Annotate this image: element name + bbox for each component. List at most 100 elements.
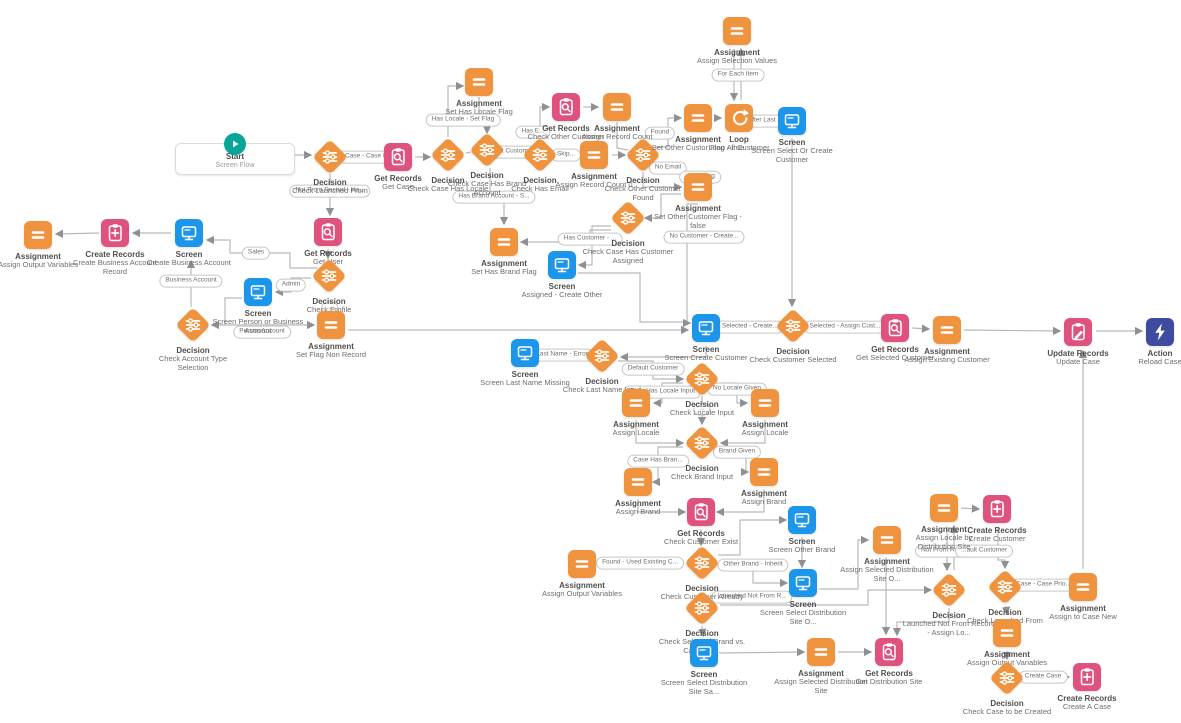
node-label: Assignment Assign Selected Distribution S… [839,557,935,584]
node-label: Create Records Create Business Account Re… [67,250,163,277]
node-type-label: Assignment [864,557,910,566]
node-type-label: Assignment [675,204,721,213]
flow-connector [963,326,1062,336]
flow-node-start[interactable]: Start Screen Flow [175,133,295,175]
node-api-name: Loop All Customer [708,143,770,153]
decision-icon [928,569,970,611]
node-label: Screen Assigned - Create Other [514,282,610,300]
node-label: Assignment Assign Brand [716,489,812,507]
node-api-name: Check Other Customer [527,132,605,142]
node-api-name: Set Flag Non Record [295,350,367,360]
node-type-label: Assignment [741,489,787,498]
node-type-label: Decision [611,239,645,248]
flow-connector [720,585,933,606]
decision-icon [772,305,814,347]
assignment-icon [750,388,780,418]
node-api-name: Screen Person or Business Account [212,317,304,336]
assignment-icon [316,310,346,340]
decision-icon [984,566,1026,608]
screen-icon [510,338,540,368]
connector-outcome-pill: Sales [241,246,271,260]
node-api-name: Check Locale Input [669,408,735,418]
assignment-icon [1068,572,1098,602]
node-type-label: Assignment [798,669,844,678]
node-label: Assignment Assign Locale [717,420,813,438]
decision-icon [427,134,469,176]
node-label: Assignment Assign Record Count [569,124,665,142]
node-type-label: Create Records [1057,694,1117,703]
node-api-name: Check Brand Input [670,472,734,482]
node-api-name: Update Case [1056,357,1100,367]
node-label: Assignment Assign Locale by Distribution … [896,525,992,552]
flow-connector [642,172,683,192]
assignment-icon [932,315,962,345]
getrecords-icon [551,92,581,122]
assignment-icon [567,549,597,579]
node-type-label: Screen [690,670,718,679]
node-label: Decision Check Case Has Brand Account [439,171,535,198]
createrecords-icon [982,494,1012,524]
node-type-label: Assignment [481,259,527,268]
decision-icon [622,134,664,176]
start-play-icon [224,133,246,155]
node-label: Action Reload Case [1112,349,1181,367]
flow-connector [718,515,788,556]
node-api-name: Create A Case [1062,702,1112,712]
node-api-name: Check Profile [306,305,352,315]
connector-outcome-pill: Found - Used Existing C... [596,556,684,570]
screen-icon [547,250,577,280]
createrecords-icon [100,218,130,248]
node-api-name: Check Case to be Created [962,707,1052,717]
decision-icon [681,422,723,464]
node-label: Decision Check Brand Input [654,464,750,482]
assignment-icon [683,172,713,202]
decision-icon [581,335,623,377]
getrecords-icon [880,313,910,343]
screen-icon [243,277,273,307]
node-type-label: Screen [788,537,816,546]
assignment-icon [579,140,609,170]
node-type-label: Assignment [15,252,61,261]
node-api-name: Launched Not From Record - Assign Lo... [902,619,996,638]
node-api-name: Screen Other Brand [768,545,836,555]
node-type-label: Decision [431,176,465,185]
node-type-label: Assignment [308,342,354,351]
connector-outcome-pill: Has Brand Account - S... [452,190,536,204]
node-label: Screen Screen Select Distribution Site O.… [755,600,851,627]
connector-outcome-pill: ... [693,402,711,416]
node-label: Decision Check Has Email [492,176,588,194]
node-label: Get Records Check Other Customer [518,124,614,142]
assignment-icon [749,457,779,487]
node-api-name: Assign Selection Values [697,56,777,66]
flow-connector [578,272,687,323]
node-api-name: Get Case [382,182,414,192]
node-type-label: Screen [511,370,539,379]
decision-icon [681,587,723,629]
node-api-name: Set Other Customer Flag - false [654,212,742,231]
flow-connector [635,420,685,448]
flow-connector [719,647,806,657]
flow-connector [210,297,242,330]
node-type-label: Screen [244,309,272,318]
node-type-label: Assignment [571,172,617,181]
node-label: Screen Screen Select Or Create Customer [744,138,840,165]
node-label: Decision Check Other Customer Found [595,176,691,203]
node-type-label: Decision [312,297,346,306]
node-api-name: Check Customer Selected [749,355,837,365]
node-label: Assignment Assign Selection Values [689,48,785,66]
screen-icon [777,106,807,136]
node-type-label: Get Records [677,529,725,538]
connector-outcome-pill: Admin [275,278,307,292]
start-subtitle: Screen Flow [215,161,255,169]
assignment-icon [722,16,752,46]
loop-icon [724,103,754,133]
decision-icon [986,657,1028,699]
node-label: Create Records Create A Case [1039,694,1135,712]
decision-icon [309,136,351,178]
node-type-label: Decision [685,584,719,593]
node-type-label: Create Records [85,250,145,259]
node-type-label: Decision [776,347,810,356]
assignment-icon [623,467,653,497]
node-label: Assignment Set Has Brand Flag [456,259,552,277]
